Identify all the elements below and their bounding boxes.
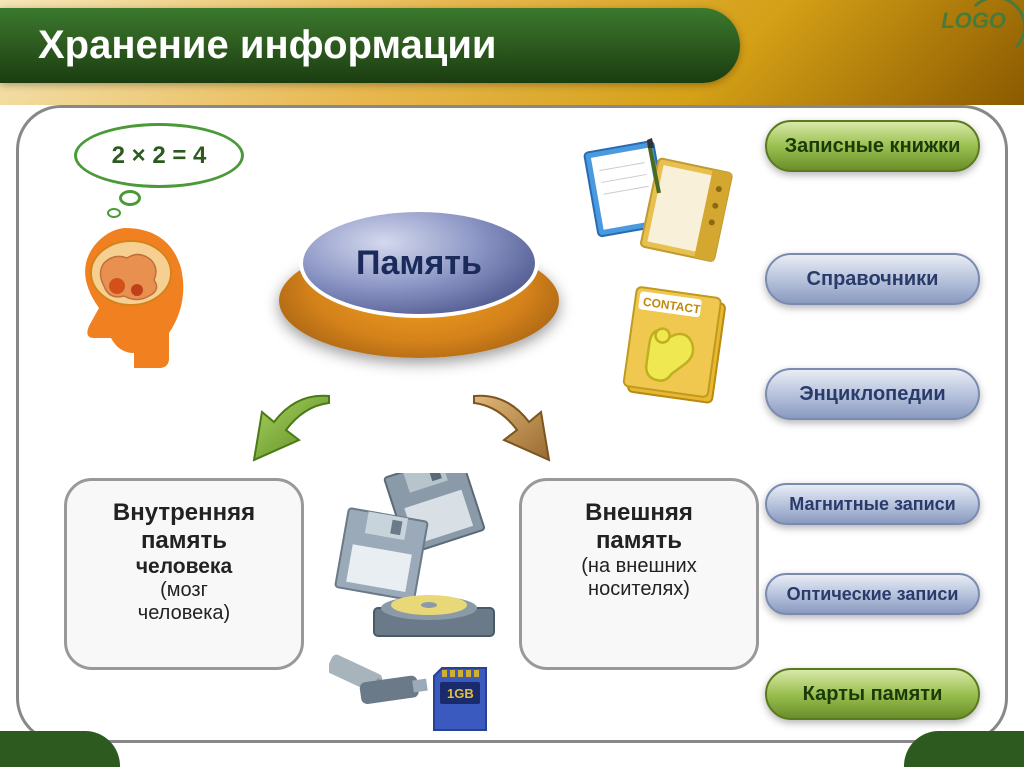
external-line: (на внешних	[534, 555, 744, 578]
brain-head-icon	[59, 218, 199, 373]
internal-memory-box: Внутренняя память человека (мозг человек…	[64, 478, 304, 670]
internal-line: память	[79, 527, 289, 555]
internal-line: (мозг	[79, 579, 289, 602]
category-pill: Энциклопедии	[765, 368, 980, 420]
logo-text: LOGO	[941, 8, 1006, 34]
page-title: Хранение информации	[38, 23, 497, 68]
storage-devices-icon: 1GB	[329, 473, 519, 733]
category-pill: Карты памяти	[765, 668, 980, 720]
notebooks-icon	[574, 138, 744, 268]
memory-label: Память	[356, 244, 482, 283]
title-band: Хранение информации	[0, 8, 740, 83]
contact-book-icon: CONTACT	[619, 283, 739, 413]
button-top: Память	[299, 208, 539, 318]
equation-text: 2 × 2 = 4	[112, 142, 207, 170]
external-memory-box: Внешняя память (на внешних носителях)	[519, 478, 759, 670]
footer-accent-right	[904, 731, 1024, 767]
category-pill: Записные книжки	[765, 120, 980, 172]
external-line: носителях)	[534, 578, 744, 601]
external-line: Внешняя	[534, 499, 744, 527]
header: Хранение информации LOGO	[0, 0, 1024, 105]
category-pill: Оптические записи	[765, 573, 980, 615]
footer-accent-left	[0, 731, 120, 767]
category-pill: Справочники	[765, 253, 980, 305]
bubble-dot-icon	[119, 190, 141, 206]
internal-line: человека)	[79, 602, 289, 625]
bubble-dot-icon	[107, 208, 121, 218]
internal-line: человека	[79, 555, 289, 579]
memory-button: Память	[279, 208, 559, 368]
internal-line: Внутренняя	[79, 499, 289, 527]
thought-bubble: 2 × 2 = 4	[74, 123, 244, 188]
external-line: память	[534, 527, 744, 555]
svg-text:1GB: 1GB	[447, 686, 474, 701]
content-area: 2 × 2 = 4 Память	[0, 105, 1024, 767]
content-frame: 2 × 2 = 4 Память	[16, 105, 1008, 743]
category-pill: Магнитные записи	[765, 483, 980, 525]
